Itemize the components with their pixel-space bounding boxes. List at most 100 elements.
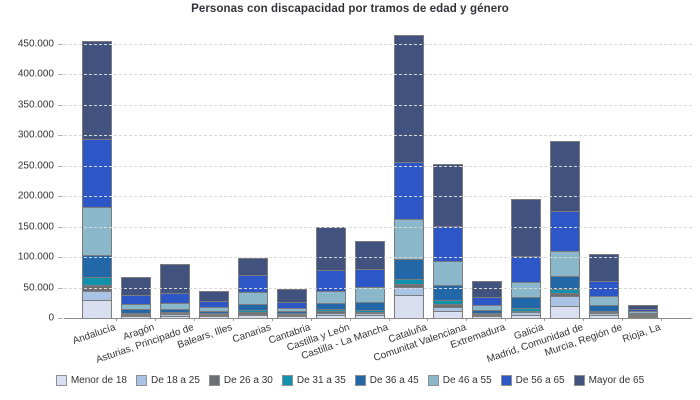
bar-segment[interactable] bbox=[393, 278, 424, 284]
bar-segment[interactable] bbox=[510, 255, 541, 283]
bar-segment[interactable] bbox=[316, 309, 347, 312]
bar-segment[interactable] bbox=[277, 316, 308, 318]
bar-segment[interactable] bbox=[588, 254, 619, 281]
bar-segment[interactable] bbox=[82, 290, 113, 300]
bar-segment[interactable] bbox=[355, 314, 386, 318]
bar-segment[interactable] bbox=[82, 277, 113, 286]
bar-segment[interactable] bbox=[549, 293, 580, 297]
bar-segment[interactable] bbox=[121, 295, 152, 304]
bar-segment[interactable] bbox=[160, 313, 191, 315]
bar-segment[interactable] bbox=[277, 314, 308, 316]
bar-segment[interactable] bbox=[432, 303, 463, 308]
bar-segment[interactable] bbox=[82, 299, 113, 318]
bar-segment[interactable] bbox=[355, 287, 386, 303]
bar-segment[interactable] bbox=[277, 313, 308, 315]
bar-segment[interactable] bbox=[316, 302, 347, 310]
bar-segment[interactable] bbox=[277, 307, 308, 312]
stacked-bar[interactable] bbox=[277, 289, 308, 318]
bar-segment[interactable] bbox=[238, 292, 269, 305]
stacked-bar[interactable] bbox=[393, 34, 424, 318]
bar-segment[interactable] bbox=[549, 289, 580, 294]
bar-segment[interactable] bbox=[121, 315, 152, 317]
bar-segment[interactable] bbox=[588, 313, 619, 315]
stacked-bar[interactable] bbox=[121, 276, 152, 318]
bar-segment[interactable] bbox=[627, 311, 658, 313]
legend-item[interactable]: De 26 a 30 bbox=[208, 375, 273, 386]
stacked-bar[interactable] bbox=[510, 198, 541, 318]
bar-segment[interactable] bbox=[316, 227, 347, 270]
legend-item[interactable]: De 31 a 35 bbox=[281, 375, 346, 386]
bar-segment[interactable] bbox=[82, 206, 113, 256]
bar-segment[interactable] bbox=[588, 295, 619, 305]
bar-segment[interactable] bbox=[471, 316, 502, 318]
stacked-bar[interactable] bbox=[316, 227, 347, 318]
bar-segment[interactable] bbox=[588, 304, 619, 311]
stacked-bar[interactable] bbox=[199, 290, 230, 318]
bar-segment[interactable] bbox=[355, 309, 386, 312]
stacked-bar[interactable] bbox=[549, 140, 580, 318]
bar-segment[interactable] bbox=[549, 296, 580, 307]
bar-segment[interactable] bbox=[121, 316, 152, 318]
bar-segment[interactable] bbox=[160, 315, 191, 318]
bar-segment[interactable] bbox=[588, 310, 619, 313]
legend-item[interactable]: De 18 a 25 bbox=[135, 375, 200, 386]
bar-segment[interactable] bbox=[199, 306, 230, 311]
bar-segment[interactable] bbox=[627, 309, 658, 312]
bar-segment[interactable] bbox=[238, 304, 269, 310]
bar-segment[interactable] bbox=[121, 309, 152, 314]
bar-segment[interactable] bbox=[277, 315, 308, 317]
stacked-bar[interactable] bbox=[82, 41, 113, 318]
bar-segment[interactable] bbox=[627, 304, 658, 310]
bar-segment[interactable] bbox=[549, 140, 580, 212]
legend-item[interactable]: De 46 a 55 bbox=[427, 375, 492, 386]
bar-segment[interactable] bbox=[432, 299, 463, 304]
bar-segment[interactable] bbox=[199, 313, 230, 315]
bar-segment[interactable] bbox=[393, 258, 424, 279]
bar-segment[interactable] bbox=[627, 316, 658, 317]
stacked-bar[interactable] bbox=[471, 281, 502, 318]
bar-segment[interactable] bbox=[510, 282, 541, 298]
bar-segment[interactable] bbox=[549, 306, 580, 318]
bar-segment[interactable] bbox=[82, 139, 113, 207]
bar-segment[interactable] bbox=[549, 251, 580, 276]
bar-segment[interactable] bbox=[121, 276, 152, 296]
bar-segment[interactable] bbox=[432, 311, 463, 318]
bar-segment[interactable] bbox=[160, 314, 191, 316]
bar-segment[interactable] bbox=[627, 317, 658, 318]
bar-segment[interactable] bbox=[121, 313, 152, 315]
bar-segment[interactable] bbox=[355, 313, 386, 315]
bar-segment[interactable] bbox=[432, 164, 463, 226]
bar-segment[interactable] bbox=[627, 314, 658, 315]
bar-segment[interactable] bbox=[432, 307, 463, 312]
stacked-bar[interactable] bbox=[432, 164, 463, 318]
bar-segment[interactable] bbox=[549, 275, 580, 290]
bar-segment[interactable] bbox=[432, 225, 463, 261]
bar-segment[interactable] bbox=[510, 310, 541, 313]
bar-segment[interactable] bbox=[355, 269, 386, 288]
bar-segment[interactable] bbox=[238, 309, 269, 313]
bar-segment[interactable] bbox=[238, 313, 269, 316]
bar-segment[interactable] bbox=[627, 313, 658, 314]
bar-segment[interactable] bbox=[355, 241, 386, 270]
bar-segment[interactable] bbox=[627, 315, 658, 316]
bar-segment[interactable] bbox=[199, 290, 230, 302]
bar-segment[interactable] bbox=[432, 260, 463, 286]
bar-segment[interactable] bbox=[316, 314, 347, 318]
legend-item[interactable]: Mayor de 65 bbox=[573, 375, 644, 386]
bar-segment[interactable] bbox=[588, 314, 619, 318]
bar-segment[interactable] bbox=[199, 315, 230, 317]
bar-segment[interactable] bbox=[160, 292, 191, 303]
bar-segment[interactable] bbox=[121, 314, 152, 316]
bar-segment[interactable] bbox=[121, 303, 152, 310]
bar-segment[interactable] bbox=[277, 311, 308, 314]
bar-segment[interactable] bbox=[316, 290, 347, 303]
bar-segment[interactable] bbox=[82, 255, 113, 278]
bar-segment[interactable] bbox=[393, 283, 424, 288]
bar-segment[interactable] bbox=[199, 301, 230, 307]
stacked-bar[interactable] bbox=[355, 241, 386, 318]
bar-segment[interactable] bbox=[199, 310, 230, 314]
bar-segment[interactable] bbox=[510, 312, 541, 315]
bar-segment[interactable] bbox=[316, 311, 347, 313]
legend-item[interactable]: De 56 a 65 bbox=[500, 375, 565, 386]
bar-segment[interactable] bbox=[199, 314, 230, 316]
